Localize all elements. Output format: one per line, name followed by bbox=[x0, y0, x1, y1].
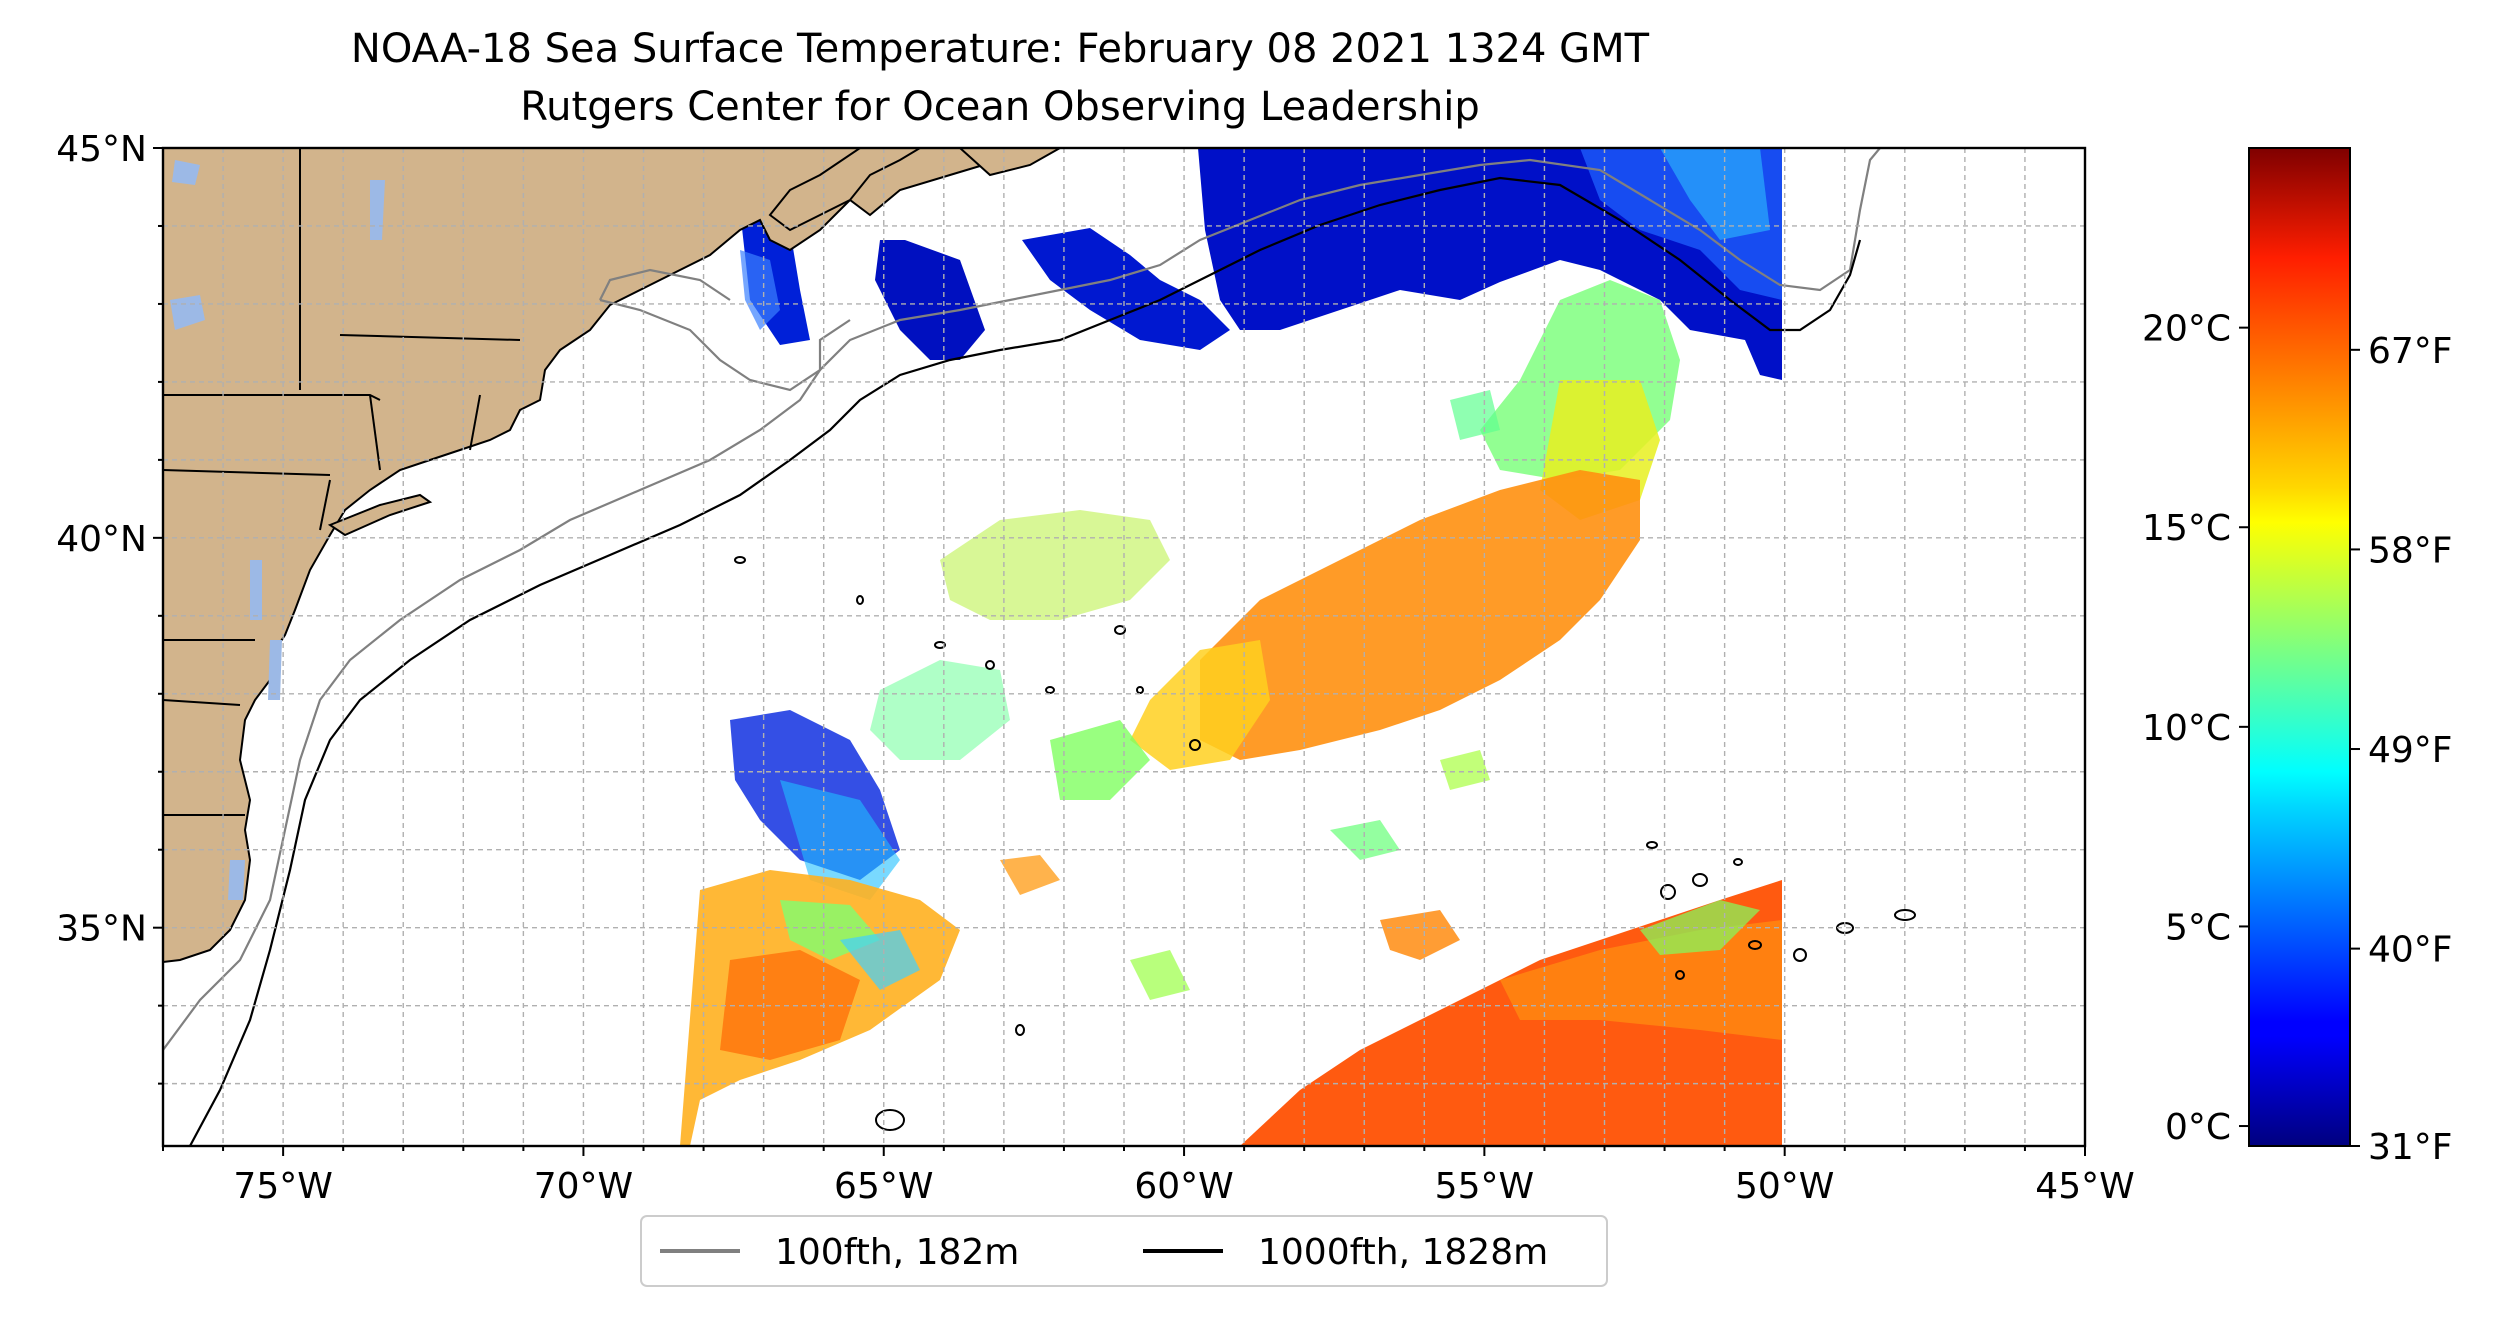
title-line-2: Rutgers Center for Ocean Observing Leade… bbox=[520, 84, 1480, 130]
colorbar-labels: 0°C 5°C 10°C 15°C 20°C 31°F 40°F 49°F 58°F 67°F bbox=[2142, 309, 2452, 1168]
seamount-1 bbox=[734, 556, 746, 564]
sst-patch-green-central bbox=[1050, 720, 1150, 800]
land-cape-breton bbox=[958, 148, 1063, 177]
lat-tick-label: 35°N bbox=[56, 909, 147, 950]
state-border-3 bbox=[339, 334, 521, 341]
sst-patch-misc-3 bbox=[1000, 855, 1060, 895]
seamount-12 bbox=[1660, 884, 1676, 900]
land-nova-scotia bbox=[768, 148, 922, 232]
sst-patch-orange-se-2 bbox=[1380, 910, 1460, 960]
lon-tick-label: 65°W bbox=[834, 1166, 933, 1207]
seamount-3 bbox=[934, 641, 946, 649]
state-border-6 bbox=[163, 469, 331, 476]
lon-tick-label: 75°W bbox=[233, 1166, 332, 1207]
lakes-layer bbox=[170, 160, 385, 900]
seamount-8 bbox=[1189, 739, 1201, 751]
lake-3 bbox=[170, 295, 205, 330]
lon-tick-label: 50°W bbox=[1735, 1166, 1834, 1207]
seamount-15 bbox=[1748, 940, 1762, 950]
isobath-1000fth bbox=[189, 176, 1862, 1146]
lon-tick-label: 45°W bbox=[2035, 1166, 2134, 1207]
state-border-8 bbox=[163, 699, 241, 706]
map-area bbox=[163, 148, 2085, 1146]
colorbar-label-f: 58°F bbox=[2368, 530, 2453, 571]
seamount-11 bbox=[1646, 841, 1658, 849]
legend: 100fth, 182m 1000fth, 1828m bbox=[640, 1215, 1608, 1287]
state-borders bbox=[163, 148, 521, 816]
seamount-18 bbox=[1894, 909, 1916, 921]
colorbar-label-f: 31°F bbox=[2368, 1127, 2453, 1168]
seamount-9 bbox=[1015, 1024, 1025, 1036]
seamount-5 bbox=[1045, 686, 1055, 694]
sst-patch-misc-5 bbox=[1450, 390, 1500, 440]
lake-4 bbox=[250, 560, 262, 620]
sst-patch-misc-4 bbox=[1440, 750, 1490, 790]
colorbar-label-c: 15°C bbox=[2142, 508, 2231, 549]
land-long-island bbox=[327, 493, 433, 537]
sst-patch-green-se bbox=[1640, 900, 1760, 955]
seamount-2 bbox=[856, 595, 864, 605]
seamount-6 bbox=[1114, 625, 1126, 635]
seamount-19 bbox=[1675, 970, 1685, 980]
lake-6 bbox=[228, 860, 245, 900]
colorbar-label-c: 10°C bbox=[2142, 708, 2231, 749]
lake-2 bbox=[172, 160, 200, 185]
sst-patch-cold-cyan bbox=[1660, 148, 1770, 240]
seamount-16 bbox=[1793, 948, 1807, 962]
sst-patch-cold-3 bbox=[1022, 228, 1230, 350]
sst-patch-speckle-2 bbox=[870, 660, 1010, 760]
state-border-10 bbox=[319, 479, 331, 531]
colorbar-label-c: 0°C bbox=[2165, 1107, 2231, 1148]
colorbar-label-f: 49°F bbox=[2368, 730, 2453, 771]
colorbar-label-c: 20°C bbox=[2142, 309, 2231, 350]
isobath-100fth bbox=[163, 148, 1881, 1051]
seamount-10 bbox=[875, 1109, 905, 1131]
seamount-14 bbox=[1733, 858, 1743, 866]
sst-data-layer bbox=[680, 148, 1782, 1146]
sst-patch-orange-sw bbox=[720, 950, 860, 1060]
seamount-13 bbox=[1692, 873, 1708, 887]
axis-ticks bbox=[153, 147, 2086, 1156]
legend-label-100fth: 100fth, 182m bbox=[775, 1232, 1019, 1273]
seamount-4 bbox=[985, 660, 995, 670]
sst-patch-orange-central bbox=[1200, 470, 1640, 760]
state-border-4 bbox=[369, 394, 381, 471]
land-layer bbox=[163, 148, 1063, 964]
lake-5 bbox=[268, 640, 282, 700]
sst-patch-cold-6 bbox=[740, 250, 780, 330]
sst-patch-cyan-sw bbox=[780, 780, 900, 900]
sst-patch-cold-4 bbox=[875, 240, 985, 360]
axis-labels: 75°W 70°W 65°W 60°W 55°W 50°W 45°W 45°N 40°N 35°N bbox=[56, 129, 2134, 1207]
title-line-1: NOAA-18 Sea Surface Temperature: Februar… bbox=[351, 26, 1650, 72]
colorbar: 0°C 5°C 10°C 15°C 20°C 31°F 40°F 49°F 58°F 67°F bbox=[2142, 147, 2453, 1168]
gridlines bbox=[163, 148, 2085, 1146]
lon-tick-label: 70°W bbox=[534, 1166, 633, 1207]
sst-patch-yellow-central bbox=[1130, 640, 1270, 770]
lon-tick-label: 60°W bbox=[1134, 1166, 1233, 1207]
sst-patch-misc-2 bbox=[1130, 950, 1190, 1000]
colorbar-label-c: 5°C bbox=[2165, 907, 2231, 948]
lon-tick-label: 55°W bbox=[1435, 1166, 1534, 1207]
lake-1 bbox=[370, 180, 385, 240]
colorbar-ticks bbox=[2239, 326, 2360, 1147]
lat-tick-label: 40°N bbox=[56, 519, 147, 560]
sst-patch-cyan-sw-2 bbox=[840, 930, 920, 990]
legend-label-1000fth: 1000fth, 1828m bbox=[1258, 1232, 1548, 1273]
state-border-5 bbox=[469, 394, 481, 451]
land-north-america bbox=[163, 148, 1051, 964]
isobath-100fth-gulf bbox=[599, 268, 851, 392]
colorbar-label-f: 40°F bbox=[2368, 930, 2453, 971]
legend-box bbox=[640, 1215, 1608, 1287]
lat-tick-label: 45°N bbox=[56, 129, 147, 170]
colorbar-label-f: 67°F bbox=[2368, 331, 2453, 372]
colorbar-gradient bbox=[2248, 147, 2351, 1147]
seamount-7 bbox=[1136, 686, 1144, 694]
